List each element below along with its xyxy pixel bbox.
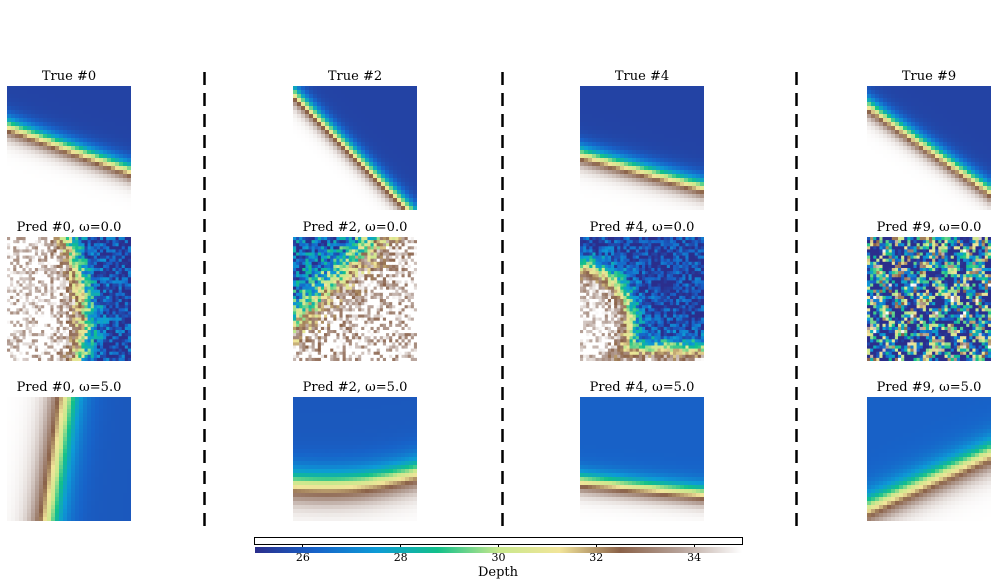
panel-title: True #0	[41, 69, 97, 84]
heatmap-cells	[580, 397, 704, 521]
panel-title: True #4	[614, 69, 670, 84]
panel-title: Pred #2, ω=5.0	[302, 380, 408, 395]
panel-title: True #9	[901, 69, 957, 84]
heatmap-cells	[293, 86, 417, 210]
heatmap-cells	[293, 397, 417, 521]
heatmap-panel	[7, 86, 131, 210]
heatmap-cells	[867, 86, 991, 210]
heatmap-panel	[580, 86, 704, 210]
heatmap-cells	[7, 237, 131, 361]
heatmap-cells	[867, 397, 991, 521]
heatmap-cells	[580, 237, 704, 361]
colorbar-tick-label: 34	[687, 551, 702, 564]
panel-title: Pred #4, ω=5.0	[589, 380, 695, 395]
heatmap-panel	[867, 86, 991, 210]
panel-title: Pred #0, ω=5.0	[16, 380, 122, 395]
colorbar-tick-label: 30	[491, 551, 506, 564]
panel-title: Pred #9, ω=5.0	[876, 380, 982, 395]
panel-title: Pred #0, ω=0.0	[16, 220, 122, 235]
heatmap-panel	[867, 397, 991, 521]
heatmap-panel	[867, 237, 991, 361]
heatmap-panel	[580, 397, 704, 521]
heatmap-cells	[7, 397, 131, 521]
dashed-divider	[203, 72, 206, 530]
dashed-divider	[501, 72, 504, 530]
panel-title: Pred #9, ω=0.0	[876, 220, 982, 235]
panel-title: Pred #2, ω=0.0	[302, 220, 408, 235]
colorbar-gradient	[255, 547, 742, 553]
colorbar	[254, 537, 743, 553]
heatmap-panel	[293, 237, 417, 361]
panel-title: True #2	[327, 69, 383, 84]
dashed-divider	[795, 72, 798, 530]
heatmap-cells	[7, 86, 131, 210]
heatmap-cells	[293, 237, 417, 361]
heatmap-panel	[7, 397, 131, 521]
colorbar-tick-label: 28	[393, 551, 408, 564]
heatmap-cells	[580, 86, 704, 210]
colorbar-tick-label: 32	[589, 551, 604, 564]
colorbar-label: Depth	[477, 565, 519, 580]
heatmap-panel	[580, 237, 704, 361]
heatmap-panel	[7, 237, 131, 361]
heatmap-cells	[867, 237, 991, 361]
colorbar-tick-label: 26	[295, 551, 310, 564]
heatmap-panel	[293, 397, 417, 521]
panel-title: Pred #4, ω=0.0	[589, 220, 695, 235]
heatmap-panel	[293, 86, 417, 210]
